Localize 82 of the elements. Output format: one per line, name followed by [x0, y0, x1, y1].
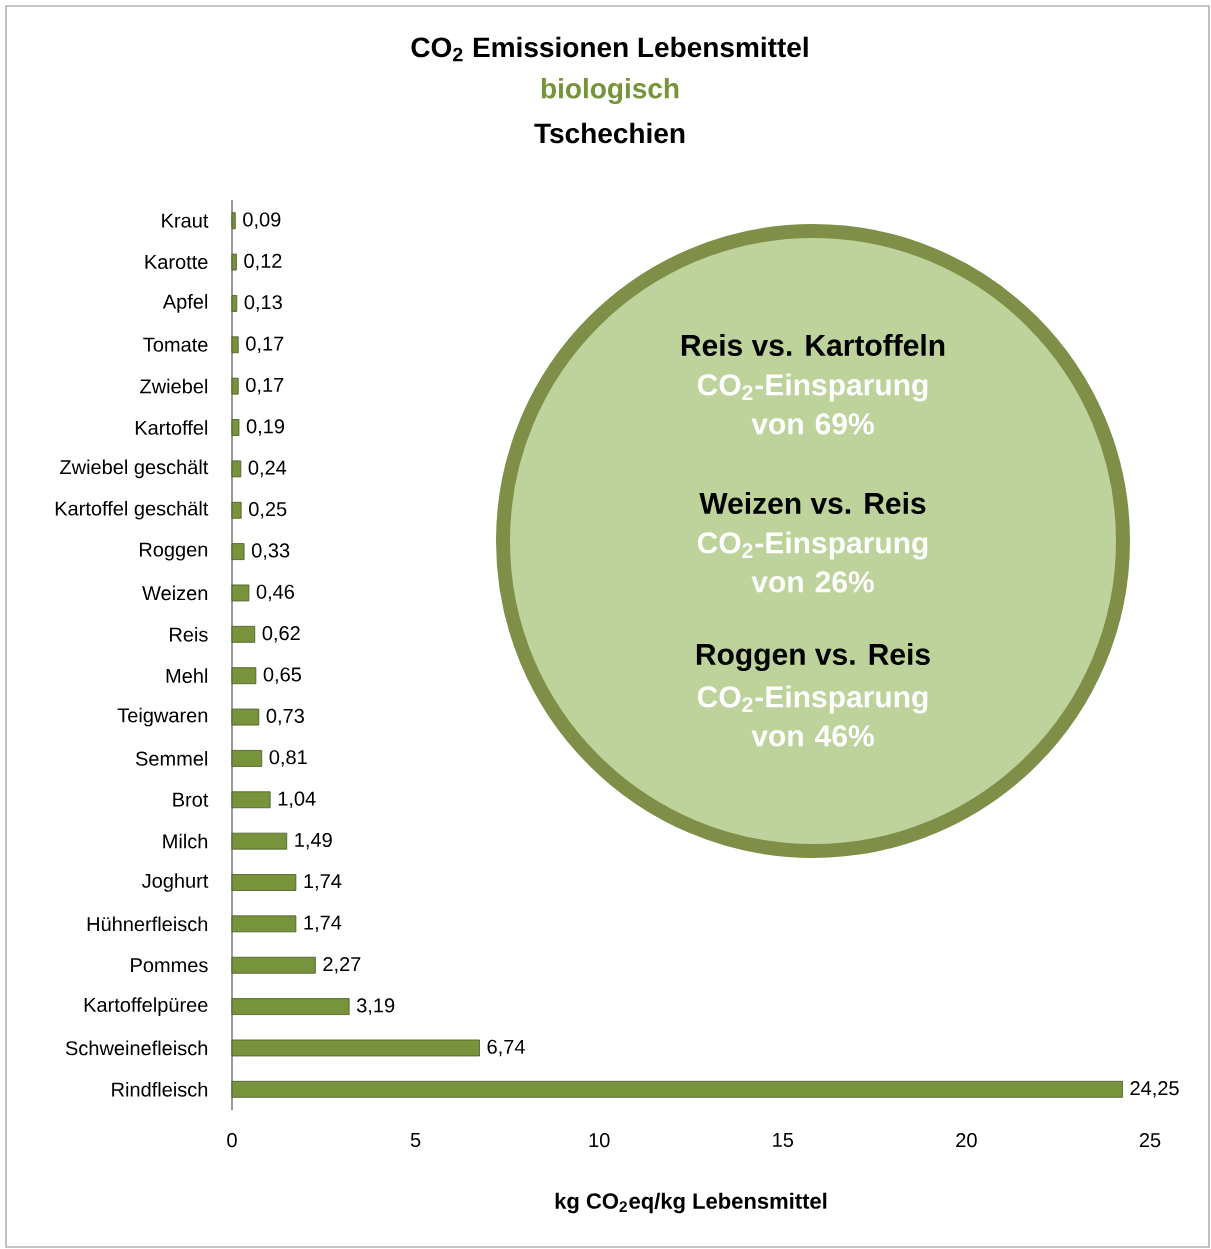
x-tick-label: 25: [1139, 1133, 1161, 1148]
bar: [231, 336, 239, 354]
bar: [231, 956, 316, 974]
x-tick-label: 20: [956, 1133, 977, 1148]
annotation: Weizen vs. Reis: [699, 491, 926, 514]
y-tick-label: Pommes: [131, 958, 208, 973]
y-tick-label: Kraut: [162, 213, 209, 228]
annotation: CO$_{2}$-Einsparung von 26%: [697, 531, 928, 593]
y-tick-label: Rindfleisch: [112, 1081, 208, 1097]
y-tick-label: Zwiebel geschält: [60, 459, 209, 479]
data-label: 0,46: [256, 584, 295, 602]
bar: [231, 832, 288, 850]
y-tick-label: Hühnerfleisch: [87, 916, 208, 932]
bar: [231, 501, 242, 519]
data-label: 6,74: [487, 1039, 525, 1057]
bar: [231, 419, 240, 436]
y-tick-label: Tomate: [143, 337, 208, 352]
data-label: 0,73: [266, 708, 304, 726]
y-tick-label: Mehl: [166, 668, 208, 684]
y-tick-label: Brot: [173, 792, 209, 807]
bar: [231, 667, 257, 685]
y-tick-label: Weizen: [142, 585, 208, 601]
bar: [231, 212, 236, 230]
bar: [231, 460, 242, 478]
bar: [231, 915, 297, 933]
bar: [231, 874, 297, 891]
x-tick-label: 10: [589, 1133, 610, 1148]
data-label: 1,74: [304, 915, 342, 933]
y-tick-label: Karotte: [145, 255, 208, 270]
data-label: 0,12: [244, 253, 282, 271]
y-tick-label: Kartoffel geschält: [55, 500, 209, 520]
y-tick-label: Teigwaren: [117, 707, 208, 727]
y-tick-label: Milch: [163, 833, 208, 849]
data-label: 0,62: [262, 626, 300, 643]
y-tick-label: Kartoffel: [135, 420, 208, 435]
y-tick-label: Schweinefleisch: [65, 1040, 208, 1056]
bar: [231, 584, 250, 602]
chart-subtitle: biologisch: [541, 77, 679, 105]
bar: [231, 253, 237, 271]
data-label: 0,19: [246, 419, 285, 436]
data-label: 0,17: [246, 336, 284, 354]
data-label: 1,49: [295, 832, 332, 850]
bar: [231, 791, 271, 809]
bar: [231, 750, 263, 767]
annotation: CO$_{2}$-Einsparung von 46%: [697, 685, 928, 747]
data-label: 2,27: [323, 956, 361, 974]
bar: [231, 625, 256, 643]
y-tick-label: Apfel: [162, 294, 208, 313]
data-label: 0,13: [244, 295, 282, 312]
y-tick-label: Roggen: [139, 542, 208, 561]
data-label: 0,09: [243, 212, 281, 229]
data-label: 1,74: [304, 874, 342, 891]
data-label: 0,25: [249, 501, 287, 519]
x-tick-label: 0: [227, 1133, 237, 1148]
bar: [231, 295, 238, 312]
data-label: 1,04: [278, 791, 316, 809]
data-label: 0,81: [269, 750, 307, 767]
x-tick-label: 5: [410, 1133, 421, 1148]
bar: [231, 543, 245, 560]
y-tick-label: Kartoffelpüree: [84, 997, 208, 1016]
data-label: 0,65: [263, 667, 302, 684]
y-tick-label: Reis: [170, 626, 208, 642]
annotation: Reis vs. Kartoffeln: [681, 333, 945, 356]
data-label: 0,17: [246, 377, 284, 395]
y-tick-label: Joghurt: [142, 873, 209, 892]
bar: [231, 1039, 480, 1057]
text: Tschechien: [534, 122, 685, 144]
data-label: 3,19: [356, 998, 395, 1015]
bar: [231, 708, 260, 726]
x-tick-label: 15: [773, 1133, 794, 1148]
y-tick-label: Zwiebel: [140, 378, 208, 394]
data-label: 0,24: [248, 460, 287, 478]
x-axis-title: kg CO$_{2}$eq/kg Lebensmittel: [555, 1192, 827, 1214]
data-label: 24,25: [1130, 1081, 1179, 1098]
annotation: Roggen vs. Reis: [696, 642, 930, 672]
data-label: 0,33: [251, 543, 290, 560]
bar: [231, 998, 350, 1015]
chart-title: CO$_{2}$ Emissionen Lebensmittel: [411, 36, 808, 62]
bar: [231, 1080, 1123, 1098]
bar: [231, 377, 239, 395]
y-tick-label: Semmel: [135, 751, 208, 766]
annotation: CO$_{2}$-Einsparung von 69%: [697, 373, 928, 435]
